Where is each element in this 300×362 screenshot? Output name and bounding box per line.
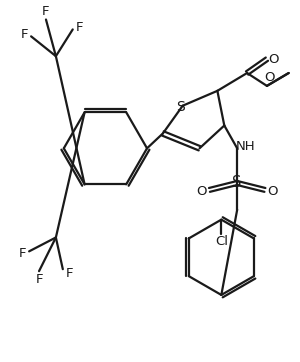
Text: O: O <box>265 71 275 84</box>
Text: S: S <box>176 100 185 114</box>
Text: O: O <box>268 52 279 66</box>
Text: O: O <box>268 185 278 198</box>
Text: NH: NH <box>235 140 255 153</box>
Text: S: S <box>232 176 242 190</box>
Text: F: F <box>18 247 26 260</box>
Text: O: O <box>196 185 207 198</box>
Text: Cl: Cl <box>215 235 228 248</box>
Text: F: F <box>35 273 43 286</box>
Text: F: F <box>20 28 28 41</box>
Text: F: F <box>66 267 74 279</box>
Text: F: F <box>42 5 50 18</box>
Text: F: F <box>76 21 83 34</box>
